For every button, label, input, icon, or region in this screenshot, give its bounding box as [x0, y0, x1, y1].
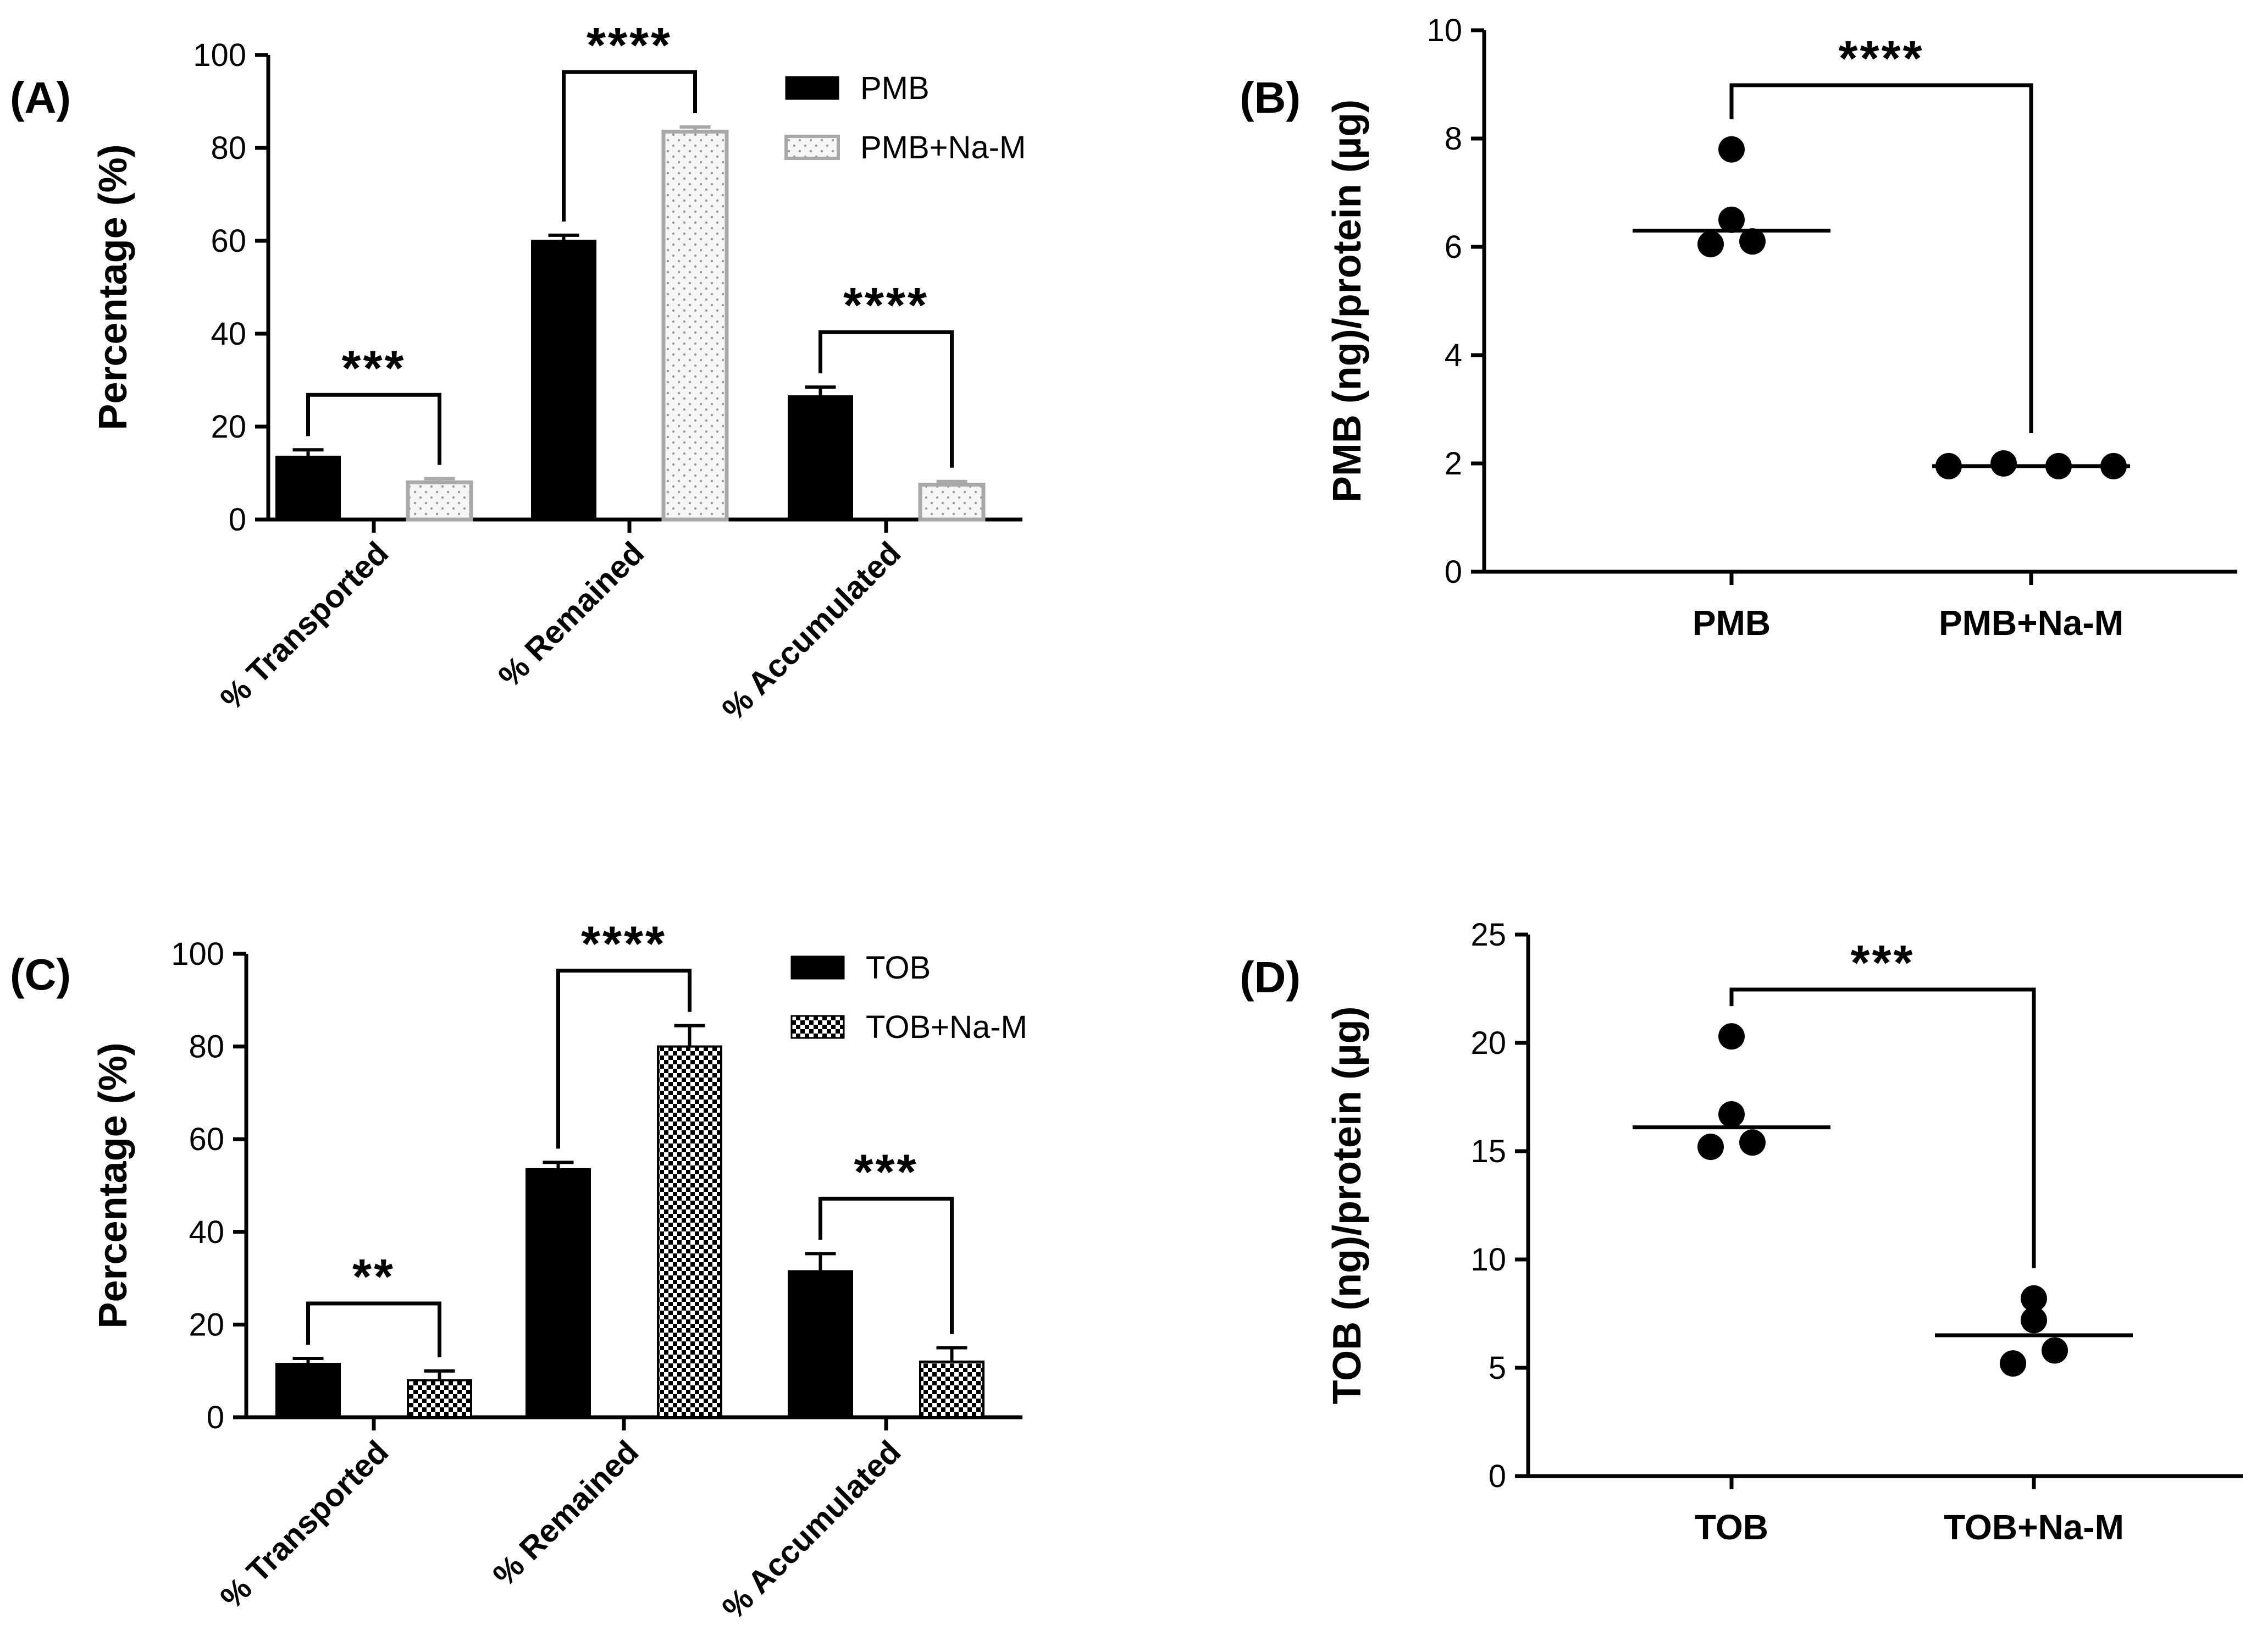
significance-stars: ***: [854, 1145, 918, 1200]
panel-b-scatter-chart: (B) 0 2 4 6 8 10 PMB (ng)/protein (µg) PMB PMB+Na…: [1240, 13, 2237, 643]
y-tick-label: 0: [207, 1400, 224, 1435]
significance-bracket: [306, 1301, 441, 1357]
y-tick-label: 100: [193, 37, 246, 73]
y-tick-label: 2: [1445, 446, 1462, 482]
bar: [526, 1168, 591, 1419]
y-tick-label: 20: [211, 409, 246, 445]
data-point: [1718, 1101, 1745, 1128]
y-tick-label: 25: [1470, 917, 1506, 953]
y-tick-label: 0: [229, 502, 246, 538]
legend-swatch: [790, 955, 845, 980]
bar: [407, 1379, 472, 1419]
y-tick-label: 4: [1445, 338, 1462, 373]
data-point: [1739, 1129, 1766, 1156]
bar: [275, 455, 341, 521]
y-tick-label: 20: [189, 1307, 224, 1342]
y-tick-label: 6: [1445, 229, 1462, 265]
y-tick-label: 5: [1489, 1350, 1506, 1386]
data-point: [1718, 136, 1745, 163]
y-tick-label: 60: [211, 223, 246, 259]
bar: [275, 1363, 341, 1418]
data-point: [2042, 1337, 2068, 1364]
significance-stars: ****: [581, 917, 667, 972]
data-point: [2021, 1307, 2047, 1334]
x-category-label: % Transported: [213, 1434, 395, 1616]
significance-bracket: [306, 393, 441, 465]
data-point: [1990, 450, 2017, 477]
significance-stars: ***: [1850, 936, 1915, 991]
data-point: [1718, 1023, 1745, 1050]
y-axis-title: Percentage (%): [91, 144, 135, 430]
significance-stars: ***: [341, 341, 406, 396]
bar: [918, 483, 986, 522]
y-axis-title: PMB (ng)/protein (µg): [1325, 100, 1369, 502]
x-category-label: TOB+Na-M: [1944, 1507, 2124, 1547]
y-tick-label: 15: [1470, 1134, 1506, 1169]
significance-bracket: [818, 1196, 954, 1334]
x-category-label: TOB: [1695, 1507, 1768, 1547]
legend-label: PMB+Na-M: [860, 130, 1026, 165]
legend-swatch: [784, 135, 840, 160]
y-tick-label: 10: [1470, 1242, 1506, 1278]
significance-bracket: [556, 969, 692, 1149]
x-category-label: % Transported: [213, 535, 395, 717]
significance-stars: **: [352, 1250, 395, 1305]
bar: [406, 480, 473, 522]
y-tick-label: 100: [171, 936, 224, 972]
panel-a-bar-chart: (A) 0 20 40 60 80 100 Percentage (%) % Transport…: [10, 18, 1026, 727]
data-point: [1697, 231, 1724, 258]
legend-label: TOB: [866, 950, 931, 986]
significance-stars: ****: [843, 278, 929, 333]
legend-label: TOB+Na-M: [866, 1009, 1027, 1045]
x-category-label: % Remained: [491, 535, 651, 694]
data-point: [1718, 206, 1745, 233]
y-axis-title: Percentage (%): [91, 1042, 135, 1328]
legend-swatch: [785, 76, 839, 100]
panel-d-scatter-chart: (D) 0 5 10 15 20 25 TOB (ng)/protein (µg) TOB TOB…: [1240, 917, 2243, 1547]
y-tick-label: 10: [1426, 13, 1462, 48]
x-category-label: % Accumulated: [715, 535, 908, 727]
significance-bracket: [562, 70, 697, 222]
y-tick-label: 0: [1445, 554, 1462, 590]
legend-label: PMB: [860, 70, 930, 106]
bar: [788, 1270, 853, 1419]
panel-label: (A): [10, 73, 71, 122]
panel-label: (B): [1240, 73, 1301, 122]
panel-label: (C): [10, 950, 71, 999]
panel-c-bar-chart: (C) 0 20 40 60 80 100 Percentage (%) % Transport…: [10, 917, 1027, 1626]
y-tick-label: 80: [211, 130, 246, 166]
y-tick-label: 60: [189, 1121, 224, 1157]
x-category-label: PMB+Na-M: [1939, 603, 2123, 643]
significance-bracket: [818, 330, 954, 468]
significance-stars: ****: [587, 18, 672, 73]
x-category-label: PMB: [1693, 603, 1771, 643]
bar: [788, 395, 853, 521]
data-point: [2000, 1350, 2026, 1377]
y-tick-label: 40: [211, 316, 246, 352]
legend-swatch: [790, 1015, 845, 1039]
significance-bracket: [1729, 83, 2033, 433]
y-tick-label: 8: [1445, 121, 1462, 157]
y-tick-label: 0: [1489, 1458, 1506, 1494]
y-tick-label: 20: [1470, 1025, 1506, 1061]
bar: [661, 129, 729, 522]
y-tick-label: 80: [189, 1029, 224, 1065]
data-point: [1739, 228, 1766, 255]
y-axis-title: TOB (ng)/protein (µg): [1325, 1006, 1369, 1404]
data-point: [1697, 1134, 1724, 1161]
significance-stars: ****: [1838, 31, 1924, 86]
bar: [919, 1360, 985, 1419]
panel-label: (D): [1240, 953, 1301, 1002]
y-tick-label: 40: [189, 1214, 224, 1250]
data-point: [2021, 1285, 2047, 1312]
bar: [531, 240, 596, 521]
significance-bracket: [1729, 987, 2036, 1268]
x-category-label: % Remained: [486, 1434, 645, 1593]
x-category-label: % Accumulated: [715, 1434, 908, 1626]
bar: [657, 1045, 722, 1418]
